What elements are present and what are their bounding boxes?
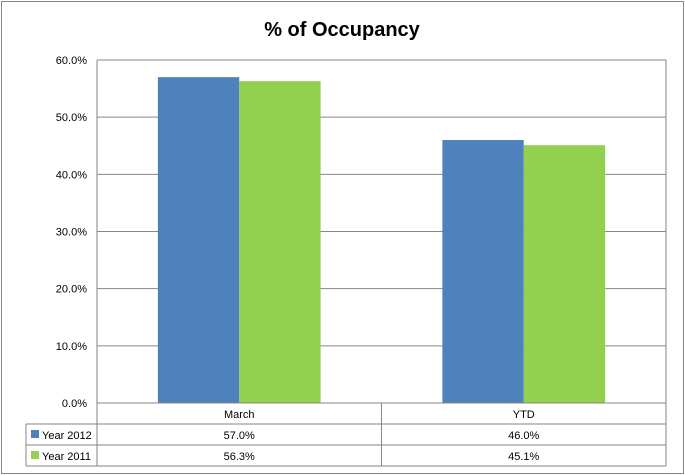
y-axis-ticks: 0.0% 10.0% 20.0% 30.0% 40.0% 50.0% 60.0% xyxy=(56,55,87,410)
bar-year-2012-march xyxy=(157,77,240,404)
data-label: 57.0% xyxy=(224,430,255,442)
legend-key xyxy=(31,451,39,459)
legend-label: Year 2011 xyxy=(42,451,91,463)
chart-title: % of Occupancy xyxy=(264,19,420,41)
y-tick-label: 20.0% xyxy=(56,284,87,296)
data-label: 56.3% xyxy=(224,451,255,463)
bar-year-2011-march xyxy=(239,81,321,403)
data-table: March YTD Year 2012 57.0% 46.0% Year 2011 56.3… xyxy=(25,402,667,467)
bars xyxy=(157,77,606,404)
y-tick-label: 0.0% xyxy=(62,398,87,410)
y-tick-label: 40.0% xyxy=(56,169,87,181)
y-tick-label: 10.0% xyxy=(56,341,87,353)
bar-year-2011-ytd xyxy=(523,145,606,403)
bar-year-2012-ytd xyxy=(442,140,524,404)
x-category-label: March xyxy=(224,409,255,421)
y-tick-label: 30.0% xyxy=(56,227,87,239)
x-category-label: YTD xyxy=(513,409,535,421)
y-tick-label: 50.0% xyxy=(56,112,87,124)
y-tick-label: 60.0% xyxy=(56,55,87,67)
data-label: 46.0% xyxy=(508,430,539,442)
data-label: 45.1% xyxy=(508,451,539,463)
legend-label: Year 2012 xyxy=(42,430,92,442)
legend-key xyxy=(31,430,39,438)
